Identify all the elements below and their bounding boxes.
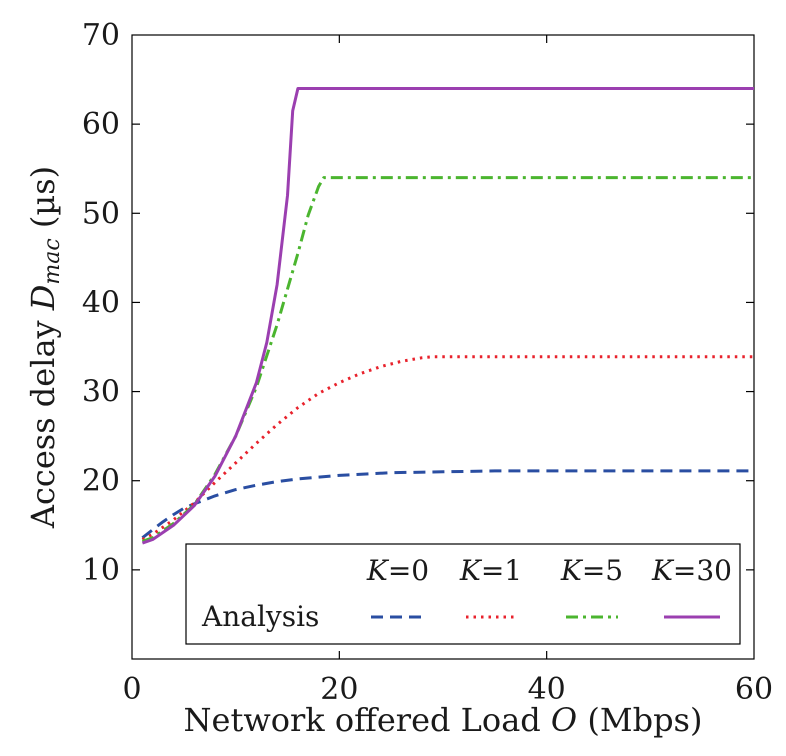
x-axis-label-unit: (Mbps)	[577, 701, 702, 739]
series-line-k30	[141, 87, 754, 545]
series-line-k5	[141, 176, 754, 543]
legend: Analysis K=0 K=1 K=5 K=30	[185, 543, 741, 645]
x-tick-label-60: 60	[735, 672, 773, 707]
y-tick-label-70: 70	[82, 18, 120, 53]
plot-frame	[131, 34, 755, 660]
y-axis-label-main: Access delay	[24, 310, 62, 529]
legend-header-k30-var: K	[651, 554, 675, 587]
x-tick-label-0: 0	[122, 672, 141, 707]
y-tick-label-50: 50	[82, 196, 120, 231]
legend-header-k1-var: K	[459, 554, 483, 587]
x-axis-label: Network offered Load O (Mbps)	[184, 701, 703, 739]
legend-row-label: Analysis	[201, 600, 319, 633]
legend-header-k30: K=30	[651, 554, 732, 587]
legend-header-k0-var: K	[366, 554, 390, 587]
series-layer	[141, 87, 754, 545]
legend-header-k30-val: =30	[673, 554, 732, 587]
y-tick-label-40: 40	[82, 285, 120, 320]
y-tick-label-10: 10	[82, 553, 120, 588]
y-tick-label-20: 20	[82, 464, 120, 499]
y-axis-label-var: D	[24, 285, 62, 312]
legend-header-k5-var: K	[560, 554, 584, 587]
legend-header-k5-val: =5	[582, 554, 623, 587]
x-tick-label-40: 40	[528, 672, 566, 707]
x-axis-label-main: Network offered Load	[184, 701, 551, 739]
y-tick-label-30: 30	[82, 375, 120, 410]
y-tick-label-60: 60	[82, 107, 120, 142]
tick-layer: 0 20 40 60 10 20 30 40 50 60 70	[82, 18, 773, 707]
legend-header-k0: K=0	[366, 554, 429, 587]
legend-header-k5: K=5	[560, 554, 623, 587]
series-line-k1	[141, 355, 754, 541]
legend-header-k1-val: =1	[481, 554, 522, 587]
y-axis-label: Access delay Dmac (µs)	[24, 166, 65, 529]
y-axis-label-unit: (µs)	[24, 166, 62, 238]
y-axis-label-sub: mac	[40, 238, 65, 284]
series-line-k0	[141, 469, 754, 539]
legend-header-k1: K=1	[459, 554, 522, 587]
x-tick-label-20: 20	[320, 672, 358, 707]
legend-box	[185, 543, 741, 645]
legend-header-k0-val: =0	[388, 554, 429, 587]
x-axis-label-var: O	[551, 701, 577, 739]
